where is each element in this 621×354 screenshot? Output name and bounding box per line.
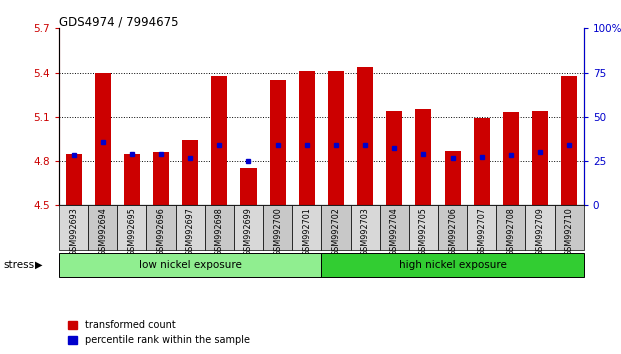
Text: GSM992707: GSM992707 <box>477 207 486 256</box>
Bar <box>409 205 438 250</box>
Bar <box>66 154 81 205</box>
Bar <box>474 118 490 205</box>
Text: GSM992705: GSM992705 <box>419 207 428 256</box>
Text: stress: stress <box>3 260 34 270</box>
Bar <box>525 205 555 250</box>
Bar <box>234 205 263 250</box>
Bar <box>503 113 519 205</box>
Bar <box>555 205 584 250</box>
Bar <box>95 73 111 205</box>
Bar <box>240 169 256 205</box>
Bar <box>445 151 461 205</box>
Text: GSM992694: GSM992694 <box>98 207 107 256</box>
Text: GSM992698: GSM992698 <box>215 207 224 256</box>
Bar <box>182 141 198 205</box>
Bar <box>322 253 584 276</box>
Text: GSM992702: GSM992702 <box>332 207 340 256</box>
Bar <box>147 205 176 250</box>
Text: GSM992709: GSM992709 <box>535 207 545 256</box>
Bar <box>357 67 373 205</box>
Bar <box>59 253 322 276</box>
Bar <box>176 205 205 250</box>
Text: GSM992703: GSM992703 <box>361 207 369 256</box>
Bar <box>379 205 409 250</box>
Bar <box>561 75 577 205</box>
Text: GSM992693: GSM992693 <box>69 207 78 256</box>
Bar <box>467 205 496 250</box>
Text: ▶: ▶ <box>35 260 42 270</box>
Bar <box>292 205 322 250</box>
Bar <box>153 152 169 205</box>
Bar <box>438 205 467 250</box>
Bar <box>415 109 432 205</box>
Text: GSM992706: GSM992706 <box>448 207 457 256</box>
Bar <box>386 111 402 205</box>
Text: low nickel exposure: low nickel exposure <box>138 259 242 270</box>
Text: GSM992695: GSM992695 <box>127 207 137 256</box>
Text: GSM992708: GSM992708 <box>506 207 515 256</box>
Text: high nickel exposure: high nickel exposure <box>399 259 507 270</box>
Text: GSM992699: GSM992699 <box>244 207 253 256</box>
Bar <box>117 205 147 250</box>
Bar <box>211 75 227 205</box>
Text: GSM992701: GSM992701 <box>302 207 311 256</box>
Text: GDS4974 / 7994675: GDS4974 / 7994675 <box>59 16 178 29</box>
Text: GSM992700: GSM992700 <box>273 207 282 256</box>
Bar <box>496 205 525 250</box>
Bar <box>350 205 379 250</box>
Text: GSM992696: GSM992696 <box>156 207 166 256</box>
Bar <box>124 154 140 205</box>
Bar <box>322 205 350 250</box>
Bar <box>205 205 234 250</box>
Bar <box>59 205 88 250</box>
Bar <box>328 71 344 205</box>
Text: GSM992710: GSM992710 <box>564 207 574 256</box>
Bar <box>532 111 548 205</box>
Bar <box>299 71 315 205</box>
Bar <box>263 205 292 250</box>
Legend: transformed count, percentile rank within the sample: transformed count, percentile rank withi… <box>64 316 254 349</box>
Bar <box>270 80 286 205</box>
Text: GSM992697: GSM992697 <box>186 207 194 256</box>
Bar <box>88 205 117 250</box>
Text: GSM992704: GSM992704 <box>390 207 399 256</box>
